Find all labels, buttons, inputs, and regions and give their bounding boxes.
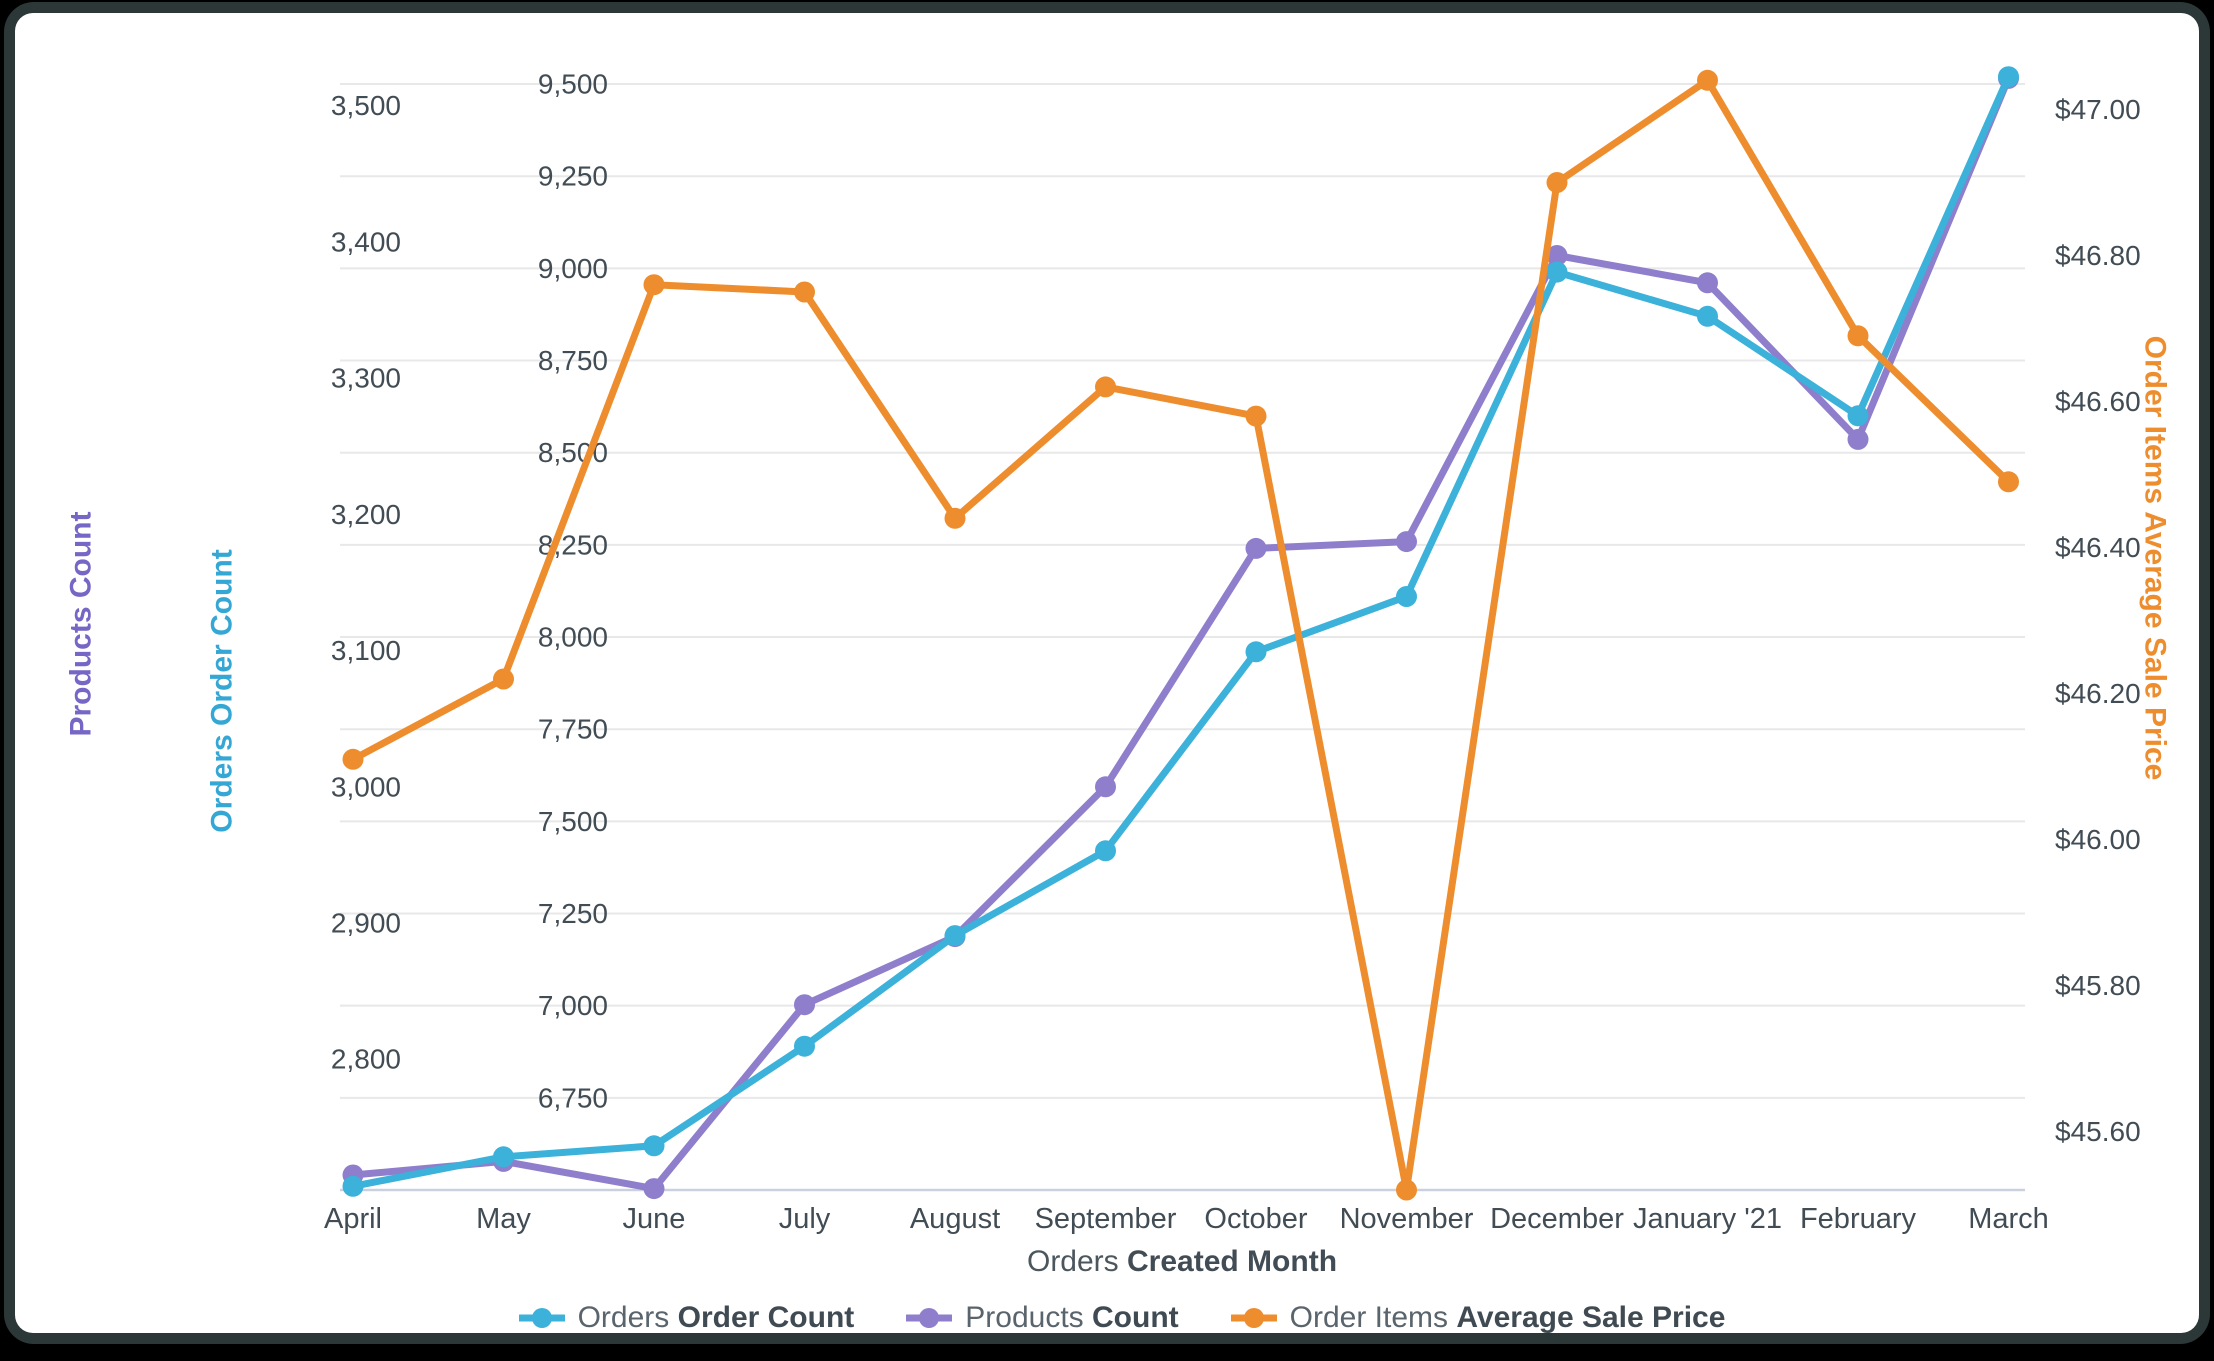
order-items-average-sale-price-point-10[interactable]: [1848, 325, 1869, 346]
orders-order-count-point-6[interactable]: [1246, 641, 1267, 662]
products-axis-tick: 3,100: [331, 635, 401, 666]
orders-order-count-point-0[interactable]: [343, 1176, 364, 1197]
orders-axis-tick: 9,000: [538, 253, 608, 284]
x-axis-category-label: February: [1800, 1203, 1917, 1235]
price-axis-tick: $45.80: [2055, 970, 2141, 1001]
orders-order-count-point-10[interactable]: [1848, 405, 1869, 426]
price-axis-tick: $47.00: [2055, 94, 2141, 125]
orders-order-count-point-8[interactable]: [1547, 262, 1568, 283]
legend-item-orders-order-count[interactable]: Orders Order Count: [519, 1301, 855, 1335]
products-axis-tick: 3,400: [331, 226, 401, 257]
orders-order-count-point-4[interactable]: [945, 925, 966, 946]
orders-axis-tick: 7,500: [538, 806, 608, 837]
order-items-average-sale-price-point-5[interactable]: [1095, 376, 1116, 397]
x-axis-category-label: August: [910, 1203, 1000, 1235]
products-axis-tick: 3,300: [331, 363, 401, 394]
order-items-average-sale-price-point-8[interactable]: [1547, 172, 1568, 193]
price-axis-tick: $46.40: [2055, 532, 2141, 563]
orders-order-count-point-5[interactable]: [1095, 840, 1116, 861]
order-items-average-sale-price-point-2[interactable]: [644, 274, 665, 295]
x-axis-category-label: September: [1035, 1203, 1177, 1235]
orders-axis-title: Orders Order Count: [206, 549, 239, 832]
orders-order-count-point-11[interactable]: [1998, 66, 2019, 87]
chart-legend: Orders Order Count Products Count Order It…: [15, 1301, 2214, 1335]
order-items-average-sale-price-point-3[interactable]: [794, 282, 815, 303]
order-items-average-sale-price-point-7[interactable]: [1396, 1180, 1417, 1201]
orders-order-count-point-3[interactable]: [794, 1036, 815, 1057]
products-count-point-5[interactable]: [1095, 776, 1116, 797]
products-axis-title: Products Count: [65, 512, 98, 737]
orders-order-count-point-9[interactable]: [1697, 306, 1718, 327]
order-items-average-sale-price-point-4[interactable]: [945, 508, 966, 529]
order-items-average-sale-price-point-9[interactable]: [1697, 70, 1718, 91]
products-axis-tick: 3,500: [331, 90, 401, 121]
x-axis-category-label: November: [1340, 1203, 1474, 1235]
products-count-point-2[interactable]: [644, 1178, 665, 1199]
orders-axis-tick: 7,000: [538, 990, 608, 1021]
price-axis-title: Order Items Average Sale Price: [2139, 336, 2172, 781]
legend-label: Orders Order Count: [578, 1301, 855, 1335]
legend-label: Order Items Average Sale Price: [1290, 1301, 1726, 1335]
legend-marker-icon: [1231, 1306, 1277, 1330]
orders-axis-tick: 8,000: [538, 622, 608, 653]
x-axis-category-label: April: [324, 1203, 382, 1235]
x-axis-category-label: December: [1490, 1203, 1624, 1235]
legend-item-order-items-average-sale-price[interactable]: Order Items Average Sale Price: [1231, 1301, 1726, 1335]
x-axis-title: Orders Created Month: [1027, 1245, 1337, 1278]
chart-card: 2,800 2,900 3,000 3,100 3,200 3,300 3,400 3,500…: [15, 13, 2199, 1333]
products-axis-tick: 3,200: [331, 499, 401, 530]
legend-label: Products Count: [965, 1301, 1178, 1335]
legend-marker-icon: [906, 1306, 952, 1330]
products-count-point-9[interactable]: [1697, 272, 1718, 293]
products-axis-tick: 3,000: [331, 771, 401, 802]
orders-order-count-point-1[interactable]: [493, 1146, 514, 1167]
products-count-point-7[interactable]: [1396, 531, 1417, 552]
x-axis-category-label: January '21: [1633, 1203, 1782, 1235]
products-axis-tick: 2,800: [331, 1044, 401, 1075]
x-axis-category-label: June: [623, 1203, 686, 1235]
x-axis-category-label: October: [1204, 1203, 1307, 1235]
order-items-average-sale-price-point-11[interactable]: [1998, 471, 2019, 492]
order-items-average-sale-price-point-0[interactable]: [343, 749, 364, 770]
price-axis-tick: $46.00: [2055, 824, 2141, 855]
orders-axis-tick: 7,750: [538, 714, 608, 745]
products-count-point-3[interactable]: [794, 994, 815, 1015]
x-axis-category-label: May: [476, 1203, 531, 1235]
orders-order-count-point-2[interactable]: [644, 1135, 665, 1156]
legend-item-products-count[interactable]: Products Count: [906, 1301, 1178, 1335]
products-axis-tick: 2,900: [331, 908, 401, 939]
price-axis-tick: $46.60: [2055, 386, 2141, 417]
order-items-average-sale-price-point-6[interactable]: [1246, 406, 1267, 427]
price-axis-tick: $46.80: [2055, 240, 2141, 271]
legend-marker-icon: [519, 1306, 565, 1330]
x-axis-category-label: July: [779, 1203, 831, 1235]
orders-axis-tick: 6,750: [538, 1082, 608, 1113]
line-chart-canvas: 2,800 2,900 3,000 3,100 3,200 3,300 3,400 3,500…: [15, 13, 2214, 1361]
orders-axis-tick: 9,500: [538, 69, 608, 100]
products-count-point-10[interactable]: [1848, 429, 1869, 450]
price-axis-tick: $45.60: [2055, 1116, 2141, 1147]
price-axis-tick: $46.20: [2055, 678, 2141, 709]
orders-axis-tick: 7,250: [538, 898, 608, 929]
orders-axis-tick: 8,750: [538, 345, 608, 376]
orders-order-count-point-7[interactable]: [1396, 586, 1417, 607]
products-count-point-6[interactable]: [1246, 538, 1267, 559]
x-axis-category-label: March: [1968, 1203, 2049, 1235]
order-items-average-sale-price-point-1[interactable]: [493, 669, 514, 690]
orders-axis-tick: 9,250: [538, 161, 608, 192]
